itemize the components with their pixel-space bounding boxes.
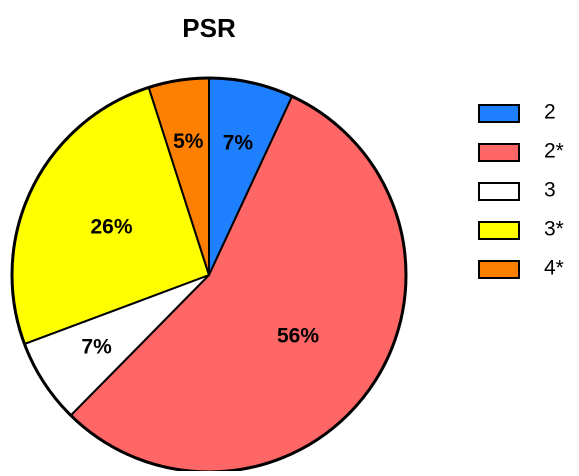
legend-label: 3* [544, 218, 564, 241]
data-label: 7% [223, 132, 254, 155]
legend-swatch [478, 221, 520, 240]
legend-label: 2* [544, 140, 564, 163]
data-label: 56% [277, 324, 319, 347]
legend-swatch [478, 104, 520, 123]
data-label: 7% [81, 335, 112, 358]
chart-title: PSR [182, 13, 236, 43]
data-label: 5% [173, 130, 204, 153]
data-label: 26% [90, 215, 132, 238]
legend-label: 2 [544, 101, 556, 124]
legend-label: 4* [544, 257, 564, 280]
legend-label: 3 [544, 179, 556, 202]
legend-swatch [478, 260, 520, 279]
legend-swatch [478, 143, 520, 162]
legend-swatch [478, 182, 520, 201]
